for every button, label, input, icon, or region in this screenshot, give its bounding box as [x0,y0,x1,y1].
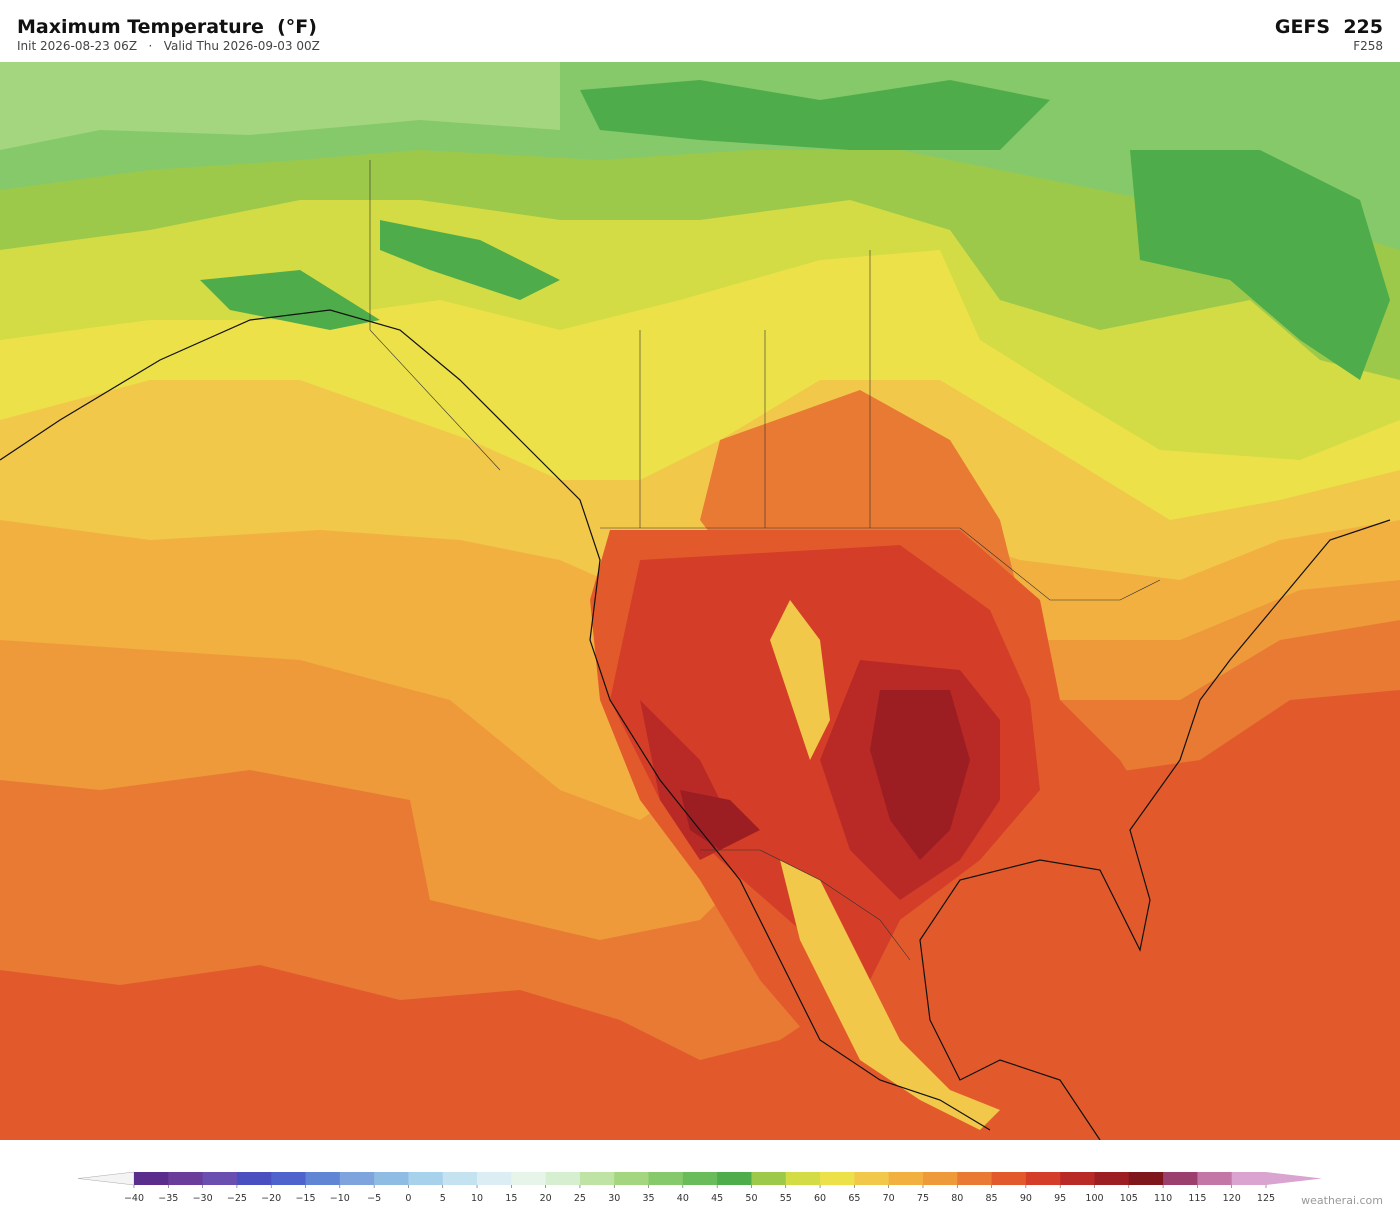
colorbar-tick-label: −20 [261,1193,281,1204]
colorbar-tick-label: 115 [1188,1193,1206,1204]
colorbar-tick-label: 85 [986,1193,998,1204]
colorbar-swatch [820,1172,855,1185]
borders [369,160,1161,961]
colorbar-swatch [614,1172,650,1185]
colorbar-swatch [545,1172,581,1185]
colorbar-tick-label: 125 [1257,1193,1275,1204]
colorbar-swatch [1025,1172,1061,1185]
watermark: weatherai.com [1301,1194,1383,1207]
colorbar-swatch [1128,1172,1164,1185]
field [680,690,970,860]
colorbar-swatch [442,1172,478,1185]
colorbar-swatch [922,1172,958,1185]
coastline [0,309,1391,1140]
colorbar-swatch [1231,1172,1267,1185]
colorbar-swatch [1094,1172,1130,1185]
colorbar: −40 −35 −30 −25 −20 −15 −10 −5 0 5 10 15 20 25 30 35 40 4… [77,1171,1322,1204]
model: GEFS 225 [1274,16,1383,38]
colorbar-tick-label: 30 [608,1193,620,1204]
colorbar-tick-label: 25 [574,1193,586,1204]
colorbar-swatch [957,1172,993,1185]
colorbar-tick-label: −15 [295,1193,315,1204]
colorbar-swatch [648,1172,684,1185]
colorbar-tick-label: 80 [951,1193,963,1204]
colorbar-swatch [408,1172,444,1185]
colorbar-tick-label: 10 [471,1193,483,1204]
colorbar-swatch [751,1172,787,1185]
colorbar-tick-label: 5 [440,1193,446,1204]
colorbar-swatch [477,1172,512,1185]
colorbar-tick-label: −25 [227,1193,247,1204]
colorbar-swatch [511,1172,547,1185]
colorbar-tick-label: 0 [405,1193,411,1204]
colorbar-swatch [271,1172,307,1185]
colorbar-swatch [374,1172,409,1185]
colorbar-tick-label: 120 [1223,1193,1241,1204]
colorbar-swatch [305,1172,341,1185]
colorbar-swatch [339,1172,375,1185]
colorbar-tick-label: 60 [814,1193,826,1204]
colorbar-tick-label: −35 [158,1193,178,1204]
colorbar-tick-label: 35 [642,1193,654,1204]
field [200,80,1390,380]
colorbar-tick-label: 70 [883,1193,895,1204]
colorbar-swatch [236,1172,272,1185]
map [0,62,1400,1140]
colorbar-tick-label: 65 [848,1193,860,1204]
colorbar-tick-label: −40 [124,1193,144,1204]
colorbar-tick-label: 100 [1085,1193,1103,1204]
colorbar-tick-label: 110 [1154,1193,1172,1204]
colorbar-swatch [168,1172,204,1185]
colorbar-tick-label: −30 [193,1193,213,1204]
field [770,600,1000,1130]
colorbar-tick-label: 45 [711,1193,723,1204]
colorbar-swatch [1163,1172,1198,1185]
colorbar-swatch [717,1172,752,1185]
colorbar-swatch [888,1172,924,1185]
colorbar-tick-label: 105 [1120,1193,1138,1204]
colorbar-swatch [785,1172,821,1185]
colorbar-swatch [991,1172,1027,1185]
colorbar-tick-label: −10 [330,1193,350,1204]
colorbar-swatch [579,1172,615,1185]
colorbar-swatch [134,1172,169,1185]
colorbar-swatch [1197,1172,1233,1185]
colorbar-tick-label: 15 [505,1193,517,1204]
forecast-hour: F258 [1353,39,1383,53]
colorbar-swatch [202,1172,238,1185]
colorbar-tick-label: 50 [745,1193,757,1204]
colorbar-tick-label: 75 [917,1193,929,1204]
colorbar-tick-label: 55 [780,1193,792,1204]
colorbar-over [1266,1172,1322,1185]
colorbar-swatch [682,1172,718,1185]
colorbar-swatch [854,1172,890,1185]
colorbar-tick-label: 90 [1020,1193,1032,1204]
colorbar-under [77,1171,135,1186]
title: Maximum Temperature (°F) [17,16,317,38]
colorbar-swatch [1060,1172,1095,1185]
colorbar-tick-label: 40 [677,1193,689,1204]
field [0,62,560,150]
subtitle: Init 2026-08-23 06Z · Valid Thu 2026-09-… [17,39,320,53]
colorbar-tick-label: 20 [540,1193,552,1204]
colorbar-tick-label: 95 [1054,1193,1066,1204]
colorbar-tick-label: −5 [367,1193,381,1204]
